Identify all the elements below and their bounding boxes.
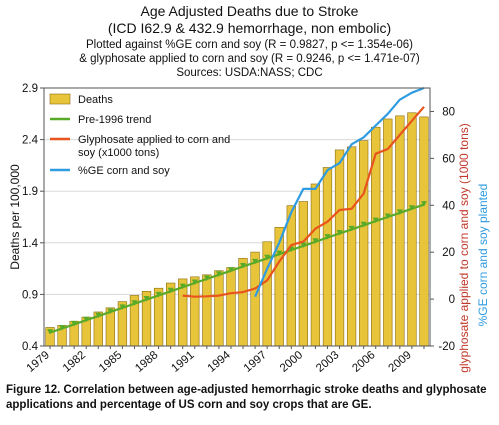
bar-deaths (238, 257, 248, 347)
x-tick-label: 1982 (61, 349, 88, 375)
correlation-note-glyphosate: & glyphosate applied to corn and soy (R … (79, 53, 420, 65)
chart-subtitle: (ICD I62.9 & 432.9 hemorrhage, non embol… (107, 20, 392, 36)
legend-label-ge: %GE corn and soy (78, 165, 170, 177)
x-tick-label: 1997 (242, 349, 269, 375)
bar-deaths (310, 183, 321, 347)
point-line-pre-1996-trend (131, 300, 138, 306)
point-line-pre-1996-trend (240, 263, 247, 269)
point-line-pre-1996-trend (71, 320, 78, 327)
y2-tick-label: -20 (438, 341, 455, 353)
point-line-pre-1996-trend (47, 329, 54, 335)
x-tick-label: 2009 (387, 349, 414, 375)
bar-deaths (286, 205, 296, 347)
point-line-pre-1996-trend (95, 312, 102, 319)
point-line-pre-1996-trend (252, 258, 259, 265)
point-line-pre-1996-trend (312, 238, 319, 244)
legend-label-glyphosate: Glyphosate applied to corn and soy (x1000… (78, 134, 230, 159)
x-tick-label: 2003 (314, 349, 341, 375)
figure-caption: Figure 12. Correlation between age-adjus… (6, 384, 487, 411)
y-tick-label: 0.9 (22, 289, 38, 301)
x-tick-label: 1991 (169, 349, 196, 375)
correlation-note-ge: Plotted against %GE corn and soy (R = 0.… (86, 39, 413, 51)
plot-frame (43, 87, 431, 347)
legend-label-glyphosate-line: soy (x1000 tons) (78, 147, 159, 159)
bar-deaths (322, 167, 333, 347)
point-line-pre-1996-trend (420, 201, 427, 207)
point-line-pre-1996-trend (372, 217, 379, 224)
sources-note: Sources: USDA:NASS; CDC (176, 67, 323, 79)
point-line-pre-1996-trend (300, 242, 307, 248)
bar-deaths (202, 274, 212, 347)
point-line-pre-1996-trend (264, 254, 271, 261)
y2-tick-label: 0 (449, 294, 455, 306)
bar-deaths (346, 146, 357, 347)
bar-deaths (359, 140, 369, 347)
point-line-pre-1996-trend (384, 213, 391, 219)
y-tick-label: 1.9 (22, 186, 38, 198)
y-axis-label: Deaths per 100,000 (8, 164, 22, 270)
line-ge-corn-soy (254, 86, 425, 298)
point-line-pre-1996-trend (336, 230, 343, 236)
bar-deaths (407, 112, 417, 347)
point-line-pre-1996-trend (324, 234, 331, 240)
point-line-pre-1996-trend (348, 225, 355, 232)
bar-deaths (250, 251, 260, 347)
bar-deaths (419, 116, 429, 347)
legend: Deaths Pre-1996 trend Glyphosate applied t… (49, 93, 230, 177)
point-line-pre-1996-trend (227, 267, 234, 273)
x-tick-label: 2006 (350, 349, 377, 375)
legend-label-trend: Pre-1996 trend (78, 114, 151, 126)
x-tick-label: 1985 (97, 349, 124, 375)
x-tick-label: 1994 (206, 349, 234, 375)
y2-axis-label: glyphosate applied to corn and soy (1000… (457, 123, 471, 373)
y3-axis-label: %GE corn and soy planted (476, 184, 490, 327)
point-line-pre-1996-trend (107, 308, 114, 314)
point-line-pre-1996-trend (179, 283, 186, 290)
point-line-pre-1996-trend (203, 275, 210, 281)
bar-deaths (395, 115, 405, 347)
x-tick-label: 2000 (278, 349, 305, 375)
point-line-pre-1996-trend (191, 279, 198, 286)
point-line-pre-1996-trend (360, 221, 367, 228)
y2-tick-label: 40 (442, 200, 455, 212)
chart-title: Age Adjusted Deaths due to Stroke (140, 3, 359, 19)
bar-deaths (383, 118, 393, 347)
point-line-pre-1996-trend (215, 271, 222, 277)
point-line-pre-1996-trend (119, 304, 126, 310)
point-line-pre-1996-trend (167, 287, 174, 294)
y2-tick-label: 60 (442, 153, 455, 165)
y-tick-label: 1.4 (22, 238, 39, 250)
bar-deaths (190, 276, 200, 347)
point-line-pre-1996-trend (396, 209, 403, 215)
x-tick-label: 1988 (133, 349, 160, 375)
legend-swatch-deaths (49, 93, 71, 105)
bar-deaths (214, 270, 224, 347)
line-glyphosate (182, 106, 425, 298)
bar-deaths (334, 149, 345, 347)
line-pre-1996-trend (49, 203, 425, 334)
point-line-pre-1996-trend (276, 250, 283, 257)
y-tick-label: 2.4 (22, 135, 39, 147)
point-line-pre-1996-trend (143, 296, 150, 302)
y2-tick-label: 20 (442, 247, 455, 259)
bar-deaths (226, 267, 236, 347)
legend-label-deaths: Deaths (78, 94, 113, 106)
point-line-pre-1996-trend (408, 205, 415, 211)
bar-deaths (298, 201, 308, 347)
legend-label-glyphosate-line: Glyphosate applied to corn and (78, 134, 230, 146)
point-line-pre-1996-trend (83, 316, 90, 323)
point-line-pre-1996-trend (155, 291, 162, 298)
y2-tick-label: 80 (442, 106, 455, 118)
y-tick-label: 2.9 (22, 83, 38, 95)
y-tick-label: 0.4 (22, 341, 39, 353)
point-line-pre-1996-trend (59, 324, 66, 331)
